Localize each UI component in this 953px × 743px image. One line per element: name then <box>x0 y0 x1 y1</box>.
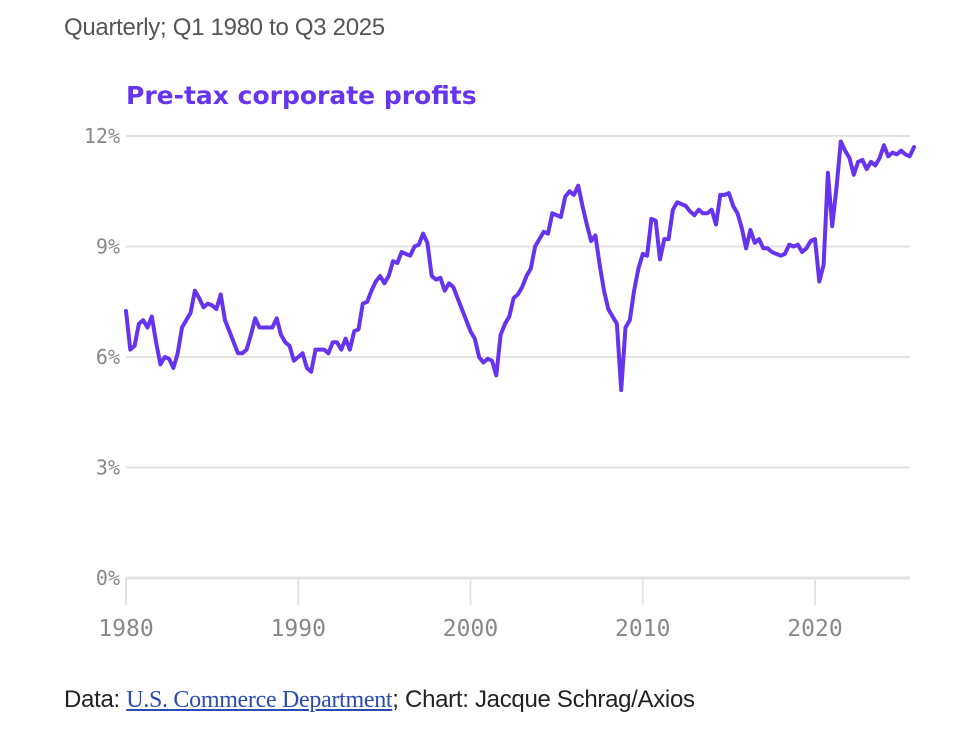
x-tick-label: 2000 <box>443 616 498 642</box>
x-tick-label: 2010 <box>615 616 670 642</box>
y-tick-label: 12% <box>84 124 120 148</box>
series-line-pre-tax-corporate-profits <box>124 139 916 393</box>
y-tick-label: 0% <box>96 566 120 590</box>
y-tick-label: 6% <box>96 345 120 369</box>
source-prefix: Data: <box>64 686 127 713</box>
x-tick-label: 1990 <box>271 616 326 642</box>
y-tick-label: 3% <box>96 456 120 480</box>
y-axis: 0% 3% 6% 9% 12% <box>84 124 120 590</box>
series-title: Pre-tax corporate profits <box>126 81 477 110</box>
source-link[interactable]: U.S. Commerce Department <box>126 687 393 713</box>
x-axis: 1980 1990 2000 2010 2020 <box>98 578 843 642</box>
x-tick-label: 2020 <box>787 616 842 642</box>
source-note: Data: U.S. Commerce Department; Chart: J… <box>64 686 695 714</box>
chart-subtitle: Quarterly; Q1 1980 to Q3 2025 <box>64 14 385 41</box>
x-tick-label: 1980 <box>98 616 153 642</box>
y-tick-label: 9% <box>96 235 120 259</box>
source-suffix: ; Chart: Jacque Schrag/Axios <box>392 686 695 713</box>
grid-lines <box>126 135 910 580</box>
